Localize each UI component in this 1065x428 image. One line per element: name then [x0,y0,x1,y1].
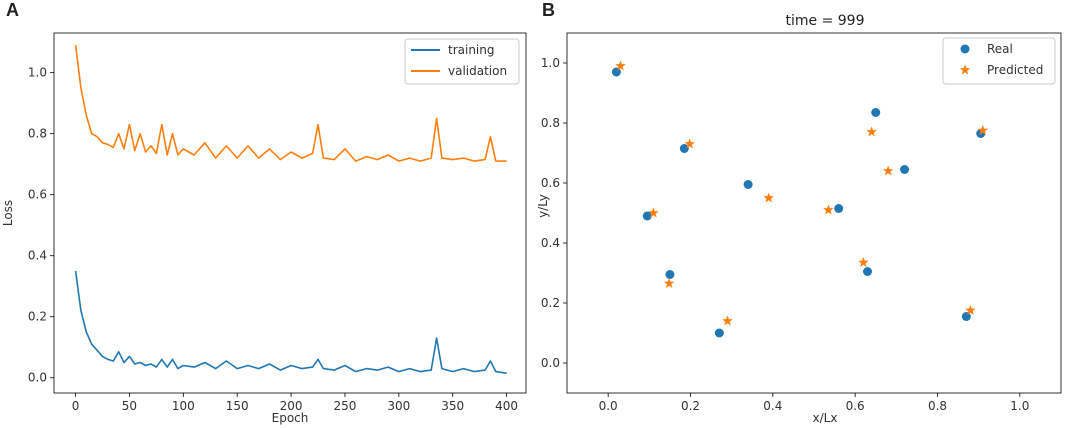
point-predicted [823,204,834,215]
x-tick-label: 350 [441,399,464,413]
y-tick-label: 0.8 [541,116,560,130]
x-tick-label: 200 [280,399,303,413]
point-real [743,180,753,189]
y-tick-label: 0.4 [28,249,47,263]
point-predicted [648,207,659,218]
y-tick-label: 1.0 [541,56,560,70]
x-tick-label: 0.4 [763,399,782,413]
y-tick-label: 0.8 [28,127,47,141]
series-line-validation [74,45,507,162]
panel-a-x-label: Epoch [272,411,309,425]
y-tick-label: 0.2 [28,310,47,324]
x-tick-label: 250 [334,399,357,413]
y-tick-label: 0.4 [541,236,560,250]
panel-a-y-label: Loss [1,200,15,226]
panel-label-b: B [542,0,555,20]
legend-label-real: Real [987,42,1013,56]
panel-a-chart: 0 50 100 150 200 250 300 350 400 0.0 0.2 0.4 0.6 0.8… [1,32,527,425]
point-predicted [858,257,869,267]
panel-a-axes-frame [53,32,527,394]
panel-b-x-label: x/Lx [813,411,838,425]
legend-marker-real [960,44,970,54]
point-real [834,204,844,213]
legend-label-training: training [448,43,495,57]
point-real [665,270,675,279]
point-real [900,165,910,174]
panel-label-a: A [6,0,19,20]
panel-b-axes-frame [566,32,1062,394]
panel-b-y-label: y/Ly [536,194,550,218]
point-real [961,312,971,321]
point-predicted [663,278,675,288]
point-real [863,267,873,276]
point-predicted [722,315,733,326]
y-tick-label: 0.2 [541,296,560,310]
panel-b-legend: Real Predicted [942,37,1056,85]
point-predicted [882,165,894,176]
x-tick-label: 1.0 [1010,399,1029,413]
panel-a-x-ticks: 0 50 100 150 200 250 300 350 400 [72,393,518,413]
point-predicted [977,125,989,135]
y-tick-label: 0.0 [28,371,47,385]
panel-a-legend: training validation [404,38,520,85]
legend-marker-predicted [959,64,971,75]
y-tick-label: 0.6 [541,176,560,190]
point-real [679,144,689,153]
panel-b-chart: time = 999 0.0 0.2 0.4 0.6 0.8 1.0 0.00.20.40… [536,13,1062,425]
x-tick-label: 50 [122,399,137,413]
point-predicted [684,138,695,149]
panel-b-y-ticks: 0.0 0.2 0.4 0.6 0.8 1.0 [541,56,567,370]
x-tick-label: 400 [495,399,518,413]
x-tick-label: 100 [172,399,195,413]
panel-a-lines [74,45,507,374]
y-tick-label: 0.6 [28,188,47,202]
point-real [611,67,621,77]
point-real [642,211,652,221]
series-line-training [74,270,507,374]
x-tick-label: 150 [226,399,249,413]
panel-b-title: time = 999 [786,13,865,29]
x-tick-label: 0.2 [681,399,700,413]
point-predicted [965,305,976,315]
point-predicted [866,126,877,137]
x-tick-label: 0.0 [599,399,618,413]
x-tick-label: 0 [72,399,80,413]
point-real [871,108,881,117]
legend-label-predicted: Predicted [987,63,1043,77]
panel-a-y-ticks: 0.0 0.2 0.4 0.6 0.8 1.0 [28,66,54,385]
point-predicted [763,192,774,203]
panel-b-x-ticks: 0.0 0.2 0.4 0.6 0.8 1.0 [599,393,1029,413]
panel-b-points [611,60,989,338]
y-tick-label: 0.0 [541,356,560,370]
legend-label-validation: validation [448,64,507,78]
panel-b-legend-box [942,37,1056,85]
point-real [714,328,724,338]
x-tick-label: 300 [387,399,410,413]
y-tick-label: 1.0 [28,66,47,80]
point-predicted [615,60,626,71]
x-tick-label: 0.8 [928,399,947,413]
x-tick-label: 0.6 [846,399,865,413]
